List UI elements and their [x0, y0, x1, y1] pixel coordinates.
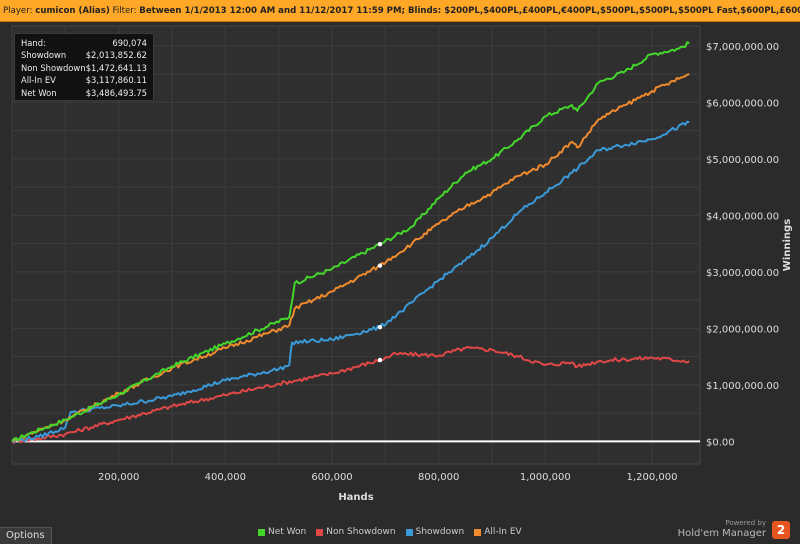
y-axis-title: Winnings	[782, 219, 793, 271]
x-tick-label: 200,000	[98, 472, 139, 483]
stat-value: $2,013,852.62	[85, 50, 147, 61]
stat-row-non-showdown: Non Showdown $1,472,641.13	[21, 62, 147, 74]
series-marker	[377, 263, 383, 268]
stat-value: $1,472,641.13	[85, 62, 147, 73]
y-tick-label: $3,000,000.00	[706, 268, 779, 279]
brand-powered-by: Powered by	[725, 519, 766, 527]
x-axis-title: Hands	[338, 492, 373, 503]
filter-label: Filter:	[112, 6, 137, 16]
stat-value: $3,117,860.11	[85, 75, 147, 86]
stat-label: All-In EV	[21, 75, 56, 86]
legend-swatch	[405, 528, 413, 536]
stat-row-showdown: Showdown $2,013,852.62	[21, 49, 147, 61]
legend-item-non-showdown[interactable]: Non Showdown	[316, 527, 396, 537]
options-button[interactable]: Options	[0, 527, 52, 544]
stat-label: Hand:	[21, 38, 46, 48]
legend-label: All-In EV	[484, 527, 522, 537]
legend-label: Showdown	[415, 527, 465, 537]
stat-label: Non Showdown	[21, 62, 86, 73]
series-line-net-won	[11, 41, 690, 443]
legend-swatch	[316, 528, 324, 536]
x-tick-label: 400,000	[205, 472, 246, 483]
legend-swatch	[474, 528, 482, 536]
hm2-logo-icon: 2	[772, 521, 790, 539]
stat-label: Showdown	[21, 50, 67, 61]
winnings-chart: 200,000 400,000 600,000 800,000 1,000,000 1,2…	[0, 22, 800, 522]
x-tick-label: 600,000	[311, 472, 352, 483]
legend-item-net-won[interactable]: Net Won	[258, 527, 306, 537]
winnings-chart-svg: 200,000 400,000 600,000 800,000 1,000,000 1,2…	[11, 25, 793, 503]
stat-row-hands: Hand: 690,074	[21, 37, 147, 49]
x-tick-label: 800,000	[418, 472, 459, 483]
filter-value[interactable]: Between 1/1/2013 12:00 AM and 11/12/2017…	[139, 6, 800, 16]
stat-value: $3,486,493.75	[85, 87, 147, 98]
x-tick-label: 1,000,000	[520, 472, 571, 483]
legend-item-all-in-ev[interactable]: All-In EV	[474, 527, 522, 537]
y-tick-label: $1,000,000.00	[706, 381, 779, 392]
stat-row-all-in-ev: All-In EV $3,117,860.11	[21, 74, 147, 86]
y-tick-label: $2,000,000.00	[706, 324, 779, 335]
y-tick-label: $0.00	[706, 437, 735, 448]
brand-name: Hold'em Manager	[677, 528, 766, 539]
legend-label: Net Won	[268, 527, 307, 537]
legend-label: Non Showdown	[326, 527, 396, 537]
y-tick-label: $5,000,000.00	[706, 155, 779, 166]
series-marker	[377, 325, 383, 330]
stat-label: Net Won	[21, 87, 57, 98]
chart-legend: Net Won Non Showdown Showdown All-In EV	[258, 527, 522, 537]
stat-value: 690,074	[112, 38, 147, 48]
series-marker	[377, 241, 383, 247]
series-line-showdown	[11, 120, 690, 443]
options-label: Options	[6, 530, 45, 541]
player-value[interactable]: cumicon (Alias)	[35, 6, 110, 16]
stats-panel: Hand: 690,074 Showdown $2,013,852.62 Non…	[14, 33, 154, 101]
filter-bar: Player: cumicon (Alias) Filter: Between …	[0, 0, 800, 22]
player-label: Player:	[3, 6, 33, 16]
y-tick-label: $6,000,000.00	[706, 98, 779, 109]
x-tick-label: 1,200,000	[627, 472, 678, 483]
legend-item-showdown[interactable]: Showdown	[405, 527, 465, 537]
y-tick-label: $4,000,000.00	[706, 211, 779, 222]
footer: Options Net Won Non Showdown Showdown Al…	[0, 519, 800, 544]
stat-row-net-won: Net Won $3,486,493.75	[21, 87, 147, 99]
y-tick-label: $7,000,000.00	[706, 42, 779, 53]
series-marker	[377, 357, 383, 363]
series-line-non-showdown	[11, 345, 690, 444]
legend-swatch	[258, 528, 265, 536]
brand: Powered by Hold'em Manager 2	[678, 519, 790, 540]
